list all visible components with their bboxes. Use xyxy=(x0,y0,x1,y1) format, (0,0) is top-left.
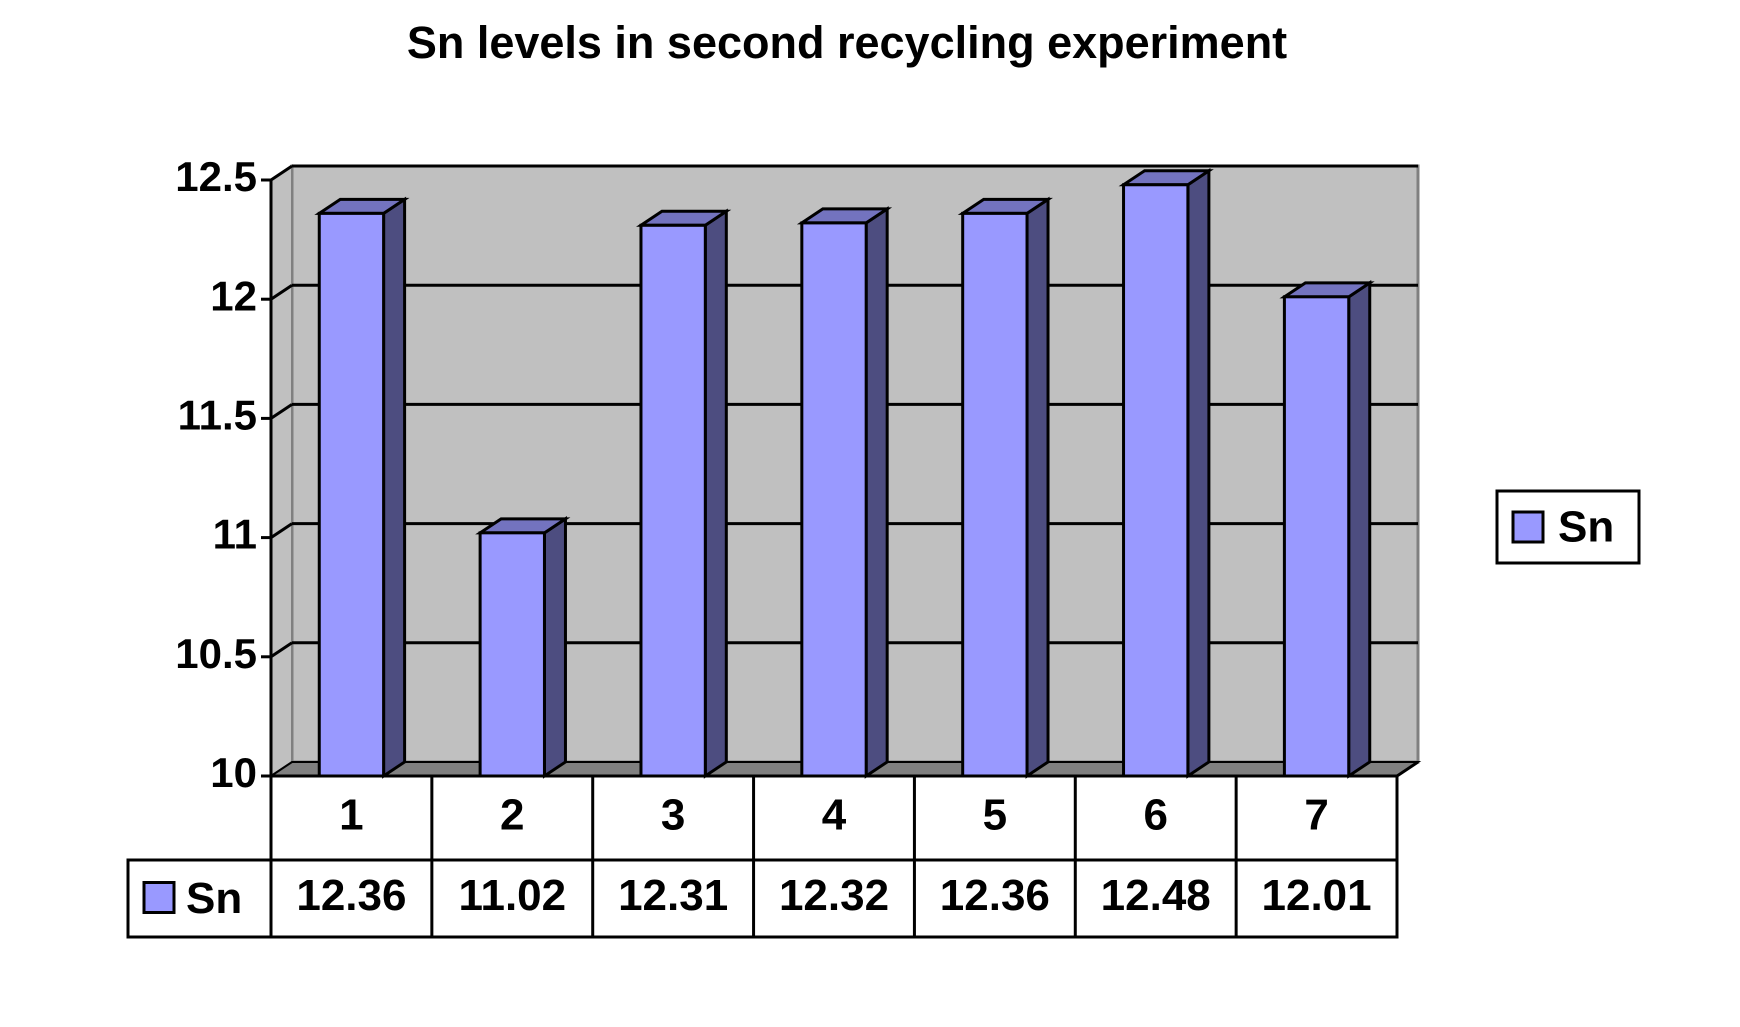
y-tick-label: 11 xyxy=(213,511,257,558)
x-tick-label: 5 xyxy=(983,791,1007,840)
legend-label: Sn xyxy=(1558,503,1614,552)
bar-side xyxy=(542,516,567,779)
table-series-name: Sn xyxy=(186,874,242,923)
bar-side xyxy=(382,196,407,779)
chart-title: Sn levels in second recycling experiment xyxy=(407,17,1287,68)
side-wall xyxy=(270,164,293,778)
table-value: 11.02 xyxy=(458,871,566,920)
bar-side xyxy=(1347,280,1372,779)
table-legend-swatch xyxy=(142,881,176,914)
bar xyxy=(800,221,868,778)
bar-side xyxy=(703,208,728,779)
bar-side xyxy=(1186,167,1211,779)
table-value: 12.31 xyxy=(618,871,728,920)
grid-line xyxy=(270,522,293,539)
grid-line xyxy=(270,641,293,659)
x-tick-label: 4 xyxy=(822,791,847,840)
x-tick-label: 2 xyxy=(500,791,524,840)
floor-edge xyxy=(1396,760,1419,778)
table-frame xyxy=(126,774,1399,939)
y-tick-label: 10.5 xyxy=(175,630,257,677)
y-tick-label: 10 xyxy=(210,749,257,796)
y-tick-label: 12 xyxy=(210,272,257,319)
bar xyxy=(317,211,386,778)
bar xyxy=(1122,183,1190,778)
x-tick-label: 7 xyxy=(1304,791,1328,840)
bar-side xyxy=(1025,196,1050,779)
bar-side xyxy=(864,206,889,779)
bar xyxy=(961,211,1029,778)
bar xyxy=(1282,295,1351,778)
table-value: 12.32 xyxy=(779,871,889,920)
y-tick-label: 12.5 xyxy=(175,153,257,200)
x-tick-label: 1 xyxy=(339,791,363,840)
bar xyxy=(639,223,707,778)
table-value: 12.36 xyxy=(296,871,406,920)
bar xyxy=(478,531,546,778)
table-value: 12.36 xyxy=(940,871,1050,920)
grid-line xyxy=(270,283,293,301)
grid-line xyxy=(270,403,293,420)
table-value: 12.01 xyxy=(1262,871,1372,920)
x-tick-label: 6 xyxy=(1143,791,1167,840)
y-tick-label: 11.5 xyxy=(178,391,257,438)
grid-line xyxy=(270,164,293,182)
table-value: 12.48 xyxy=(1101,871,1211,920)
x-tick-label: 3 xyxy=(661,791,685,840)
legend-swatch xyxy=(1511,510,1545,544)
